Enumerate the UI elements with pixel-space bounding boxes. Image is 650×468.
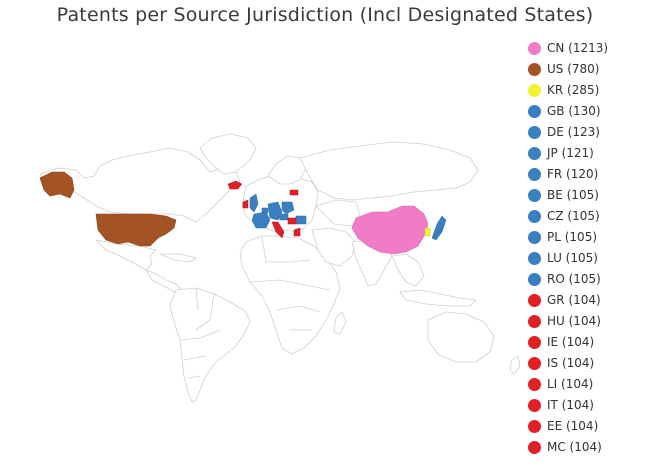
- legend-label: CZ (105): [547, 209, 600, 223]
- legend-item-cn[interactable]: CN (1213): [528, 38, 608, 58]
- legend-item-is[interactable]: IS (104): [528, 353, 594, 373]
- region-russia: [299, 141, 479, 201]
- region-south-america: [169, 287, 251, 403]
- country-cz: [277, 213, 289, 221]
- country-us-alaska: [39, 171, 75, 199]
- legend-item-ie[interactable]: IE (104): [528, 332, 594, 352]
- legend-item-gb[interactable]: GB (130): [528, 101, 601, 121]
- region-central-america: [145, 269, 183, 293]
- legend-item-ee[interactable]: EE (104): [528, 416, 598, 436]
- country-kr: [424, 227, 431, 237]
- legend-item-it[interactable]: IT (104): [528, 395, 594, 415]
- legend-item-hu[interactable]: HU (104): [528, 311, 601, 331]
- legend-swatch: [528, 146, 541, 160]
- legend-label: JP (121): [547, 146, 594, 160]
- legend-item-li[interactable]: LI (104): [528, 374, 593, 394]
- legend-label: US (780): [547, 62, 600, 76]
- legend-swatch: [528, 83, 541, 97]
- legend-label: IE (104): [547, 335, 595, 349]
- country-gb: [249, 193, 259, 213]
- legend-item-pl[interactable]: PL (105): [528, 227, 597, 247]
- country-us: [95, 213, 177, 247]
- legend-item-us[interactable]: US (780): [528, 59, 599, 79]
- legend-swatch: [528, 188, 541, 202]
- country-be: [261, 207, 269, 214]
- legend-label: FR (120): [547, 167, 599, 181]
- legend-swatch: [528, 251, 541, 265]
- legend-swatch: [528, 356, 541, 370]
- region-indonesia: [399, 289, 477, 307]
- country-pl: [281, 201, 295, 215]
- legend-swatch: [528, 209, 541, 223]
- region-mexico: [95, 239, 157, 271]
- legend-label: GB (130): [547, 104, 601, 118]
- legend-swatch: [528, 398, 541, 412]
- region-greenland: [199, 133, 257, 175]
- legend-label: EE (104): [547, 419, 599, 433]
- legend-swatch: [528, 440, 541, 454]
- legend-item-kr[interactable]: KR (285): [528, 80, 599, 100]
- legend-item-cz[interactable]: CZ (105): [528, 206, 600, 226]
- region-scandinavia: [267, 155, 307, 185]
- region-south-america-borders: [179, 287, 221, 379]
- map-title: Patents per Source Jurisdiction (Incl De…: [56, 4, 594, 26]
- country-ro: [295, 215, 307, 225]
- country-jp: [431, 215, 447, 241]
- country-ie: [242, 199, 249, 209]
- region-central-asia: [315, 199, 361, 227]
- legend-label: HU (104): [547, 314, 601, 328]
- legend-swatch: [528, 167, 541, 181]
- legend-swatch: [528, 62, 541, 76]
- legend-item-fr[interactable]: FR (120): [528, 164, 598, 184]
- legend-label: LU (105): [547, 251, 598, 265]
- country-ee: [289, 189, 299, 196]
- legend-swatch: [528, 125, 541, 139]
- legend-swatch: [528, 104, 541, 118]
- legend-swatch: [528, 419, 541, 433]
- legend-item-jp[interactable]: JP (121): [528, 143, 594, 163]
- legend-item-be[interactable]: BE (105): [528, 185, 599, 205]
- legend-swatch: [528, 41, 541, 55]
- legend-label: GR (104): [547, 293, 601, 307]
- legend-swatch: [528, 335, 541, 349]
- country-is: [227, 180, 243, 190]
- country-hu: [287, 217, 297, 225]
- legend-label: CN (1213): [547, 41, 609, 55]
- legend-label: IS (104): [547, 356, 595, 370]
- legend-item-mc[interactable]: MC (104): [528, 437, 602, 457]
- country-it: [271, 221, 285, 239]
- legend-item-gr[interactable]: GR (104): [528, 290, 601, 310]
- legend-label: PL (105): [547, 230, 598, 244]
- region-africa-borders: [249, 235, 331, 331]
- legend-swatch: [528, 230, 541, 244]
- region-australia: [427, 311, 495, 363]
- legend-item-de[interactable]: DE (123): [528, 122, 600, 142]
- legend-label: DE (123): [547, 125, 600, 139]
- legend-swatch: [528, 377, 541, 391]
- region-southeast-asia: [391, 253, 425, 287]
- country-cn: [351, 205, 429, 255]
- legend-label: MC (104): [547, 440, 602, 454]
- legend-label: BE (105): [547, 188, 599, 202]
- legend-item-lu[interactable]: LU (105): [528, 248, 598, 268]
- legend-swatch: [528, 314, 541, 328]
- legend-label: LI (104): [547, 377, 594, 391]
- region-middle-east: [311, 227, 357, 267]
- legend-item-ro[interactable]: RO (105): [528, 269, 601, 289]
- legend-label: KR (285): [547, 83, 600, 97]
- country-gr: [293, 227, 301, 237]
- country-fr: [251, 211, 271, 229]
- region-new-zealand: [509, 355, 521, 375]
- legend-swatch: [528, 272, 541, 286]
- region-africa: [239, 235, 341, 355]
- region-caribbean: [159, 253, 197, 263]
- legend-label: RO (105): [547, 272, 601, 286]
- region-madagascar: [333, 311, 347, 335]
- legend-label: IT (104): [547, 398, 594, 412]
- legend-swatch: [528, 293, 541, 307]
